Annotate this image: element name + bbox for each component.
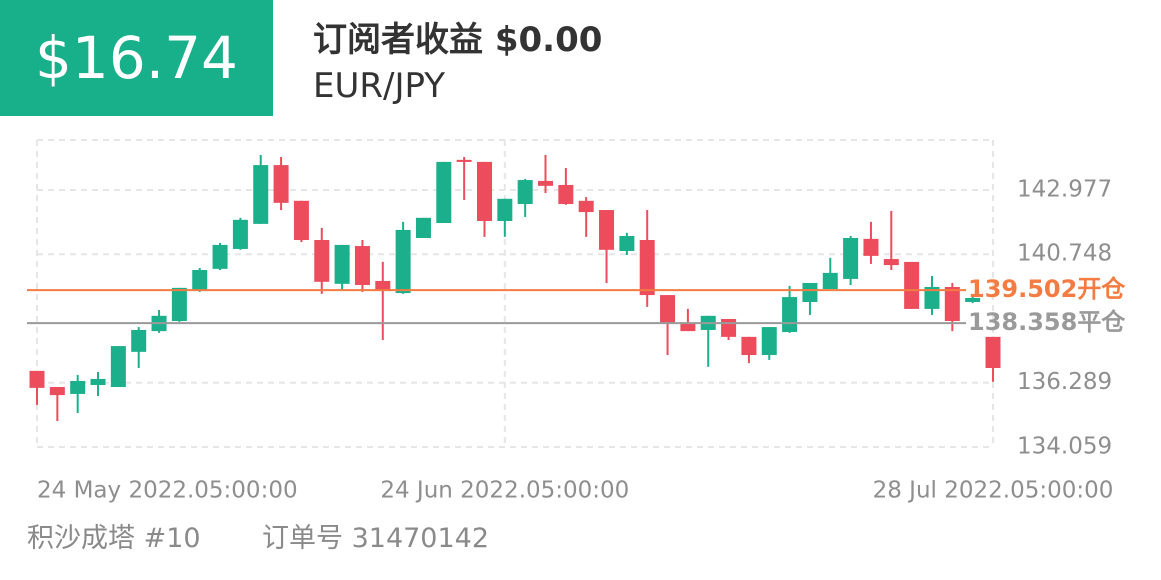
candle-body [212,244,228,269]
candle-body [639,240,655,296]
candle-body [49,387,65,396]
candle-body [578,200,594,213]
candle-body [415,217,431,239]
x-tick-label: 24 Jun 2022.05:00:00 [380,478,629,504]
candle-body [802,282,818,302]
candle-body [944,287,960,322]
candle-body [29,370,45,388]
candle-body [314,240,330,282]
candle-body [497,198,513,221]
candle-body [232,219,248,249]
candle-body [924,287,940,309]
candle-body [965,297,981,302]
symbol: EUR/JPY [313,66,445,106]
candle-body [843,238,859,279]
candle-body [253,165,269,224]
strategy: 积沙成塔 #10 [27,523,201,554]
candle-body [395,229,411,294]
chart: 134.059 136.289 140.748 142.977 24 May 2022.… [27,139,1126,504]
candle-body [375,280,391,292]
candle-body [192,269,208,292]
candle-body [619,235,635,251]
reference-label: 138.358平仓 [968,308,1126,336]
reference-label: 139.502开仓 [968,275,1126,303]
candle-body [985,336,1001,368]
candle-body [293,200,309,241]
candle-body [904,261,920,309]
y-tick-label: 140.748 [1017,241,1112,267]
x-tick-label: 28 Jul 2022.05:00:00 [873,478,1114,504]
candle-body [782,297,798,332]
order-number: 订单号 31470142 [262,523,490,554]
candle-body [863,238,879,256]
candle-body [90,378,106,386]
candle-body [436,161,452,224]
candle-body [110,346,126,388]
candle-body [680,323,696,332]
candle-body [131,329,147,352]
candle-body [70,380,86,394]
candle-body [883,259,899,266]
candle-body [538,180,554,186]
candle-body [334,244,350,284]
y-tick-label: 142.977 [1017,176,1112,202]
y-tick-label: 136.289 [1017,369,1112,395]
candle-body [171,287,187,322]
candle-body [721,318,737,337]
profit-badge: $16.74 [0,0,273,116]
candle-body [273,165,289,203]
title: 订阅者收益 $0.00 [313,20,603,60]
candle-body [822,272,838,290]
candle-body [741,336,757,356]
y-tick-label: 134.059 [1017,434,1112,460]
candle-body [761,327,777,356]
candle-body [558,184,574,204]
candle-body [476,161,492,221]
candle-body [354,246,370,285]
candle-body [456,159,472,162]
candle-body [660,295,676,324]
candle-body [599,210,615,250]
candle-body [517,180,533,204]
x-tick-label: 24 May 2022.05:00:00 [37,478,298,504]
